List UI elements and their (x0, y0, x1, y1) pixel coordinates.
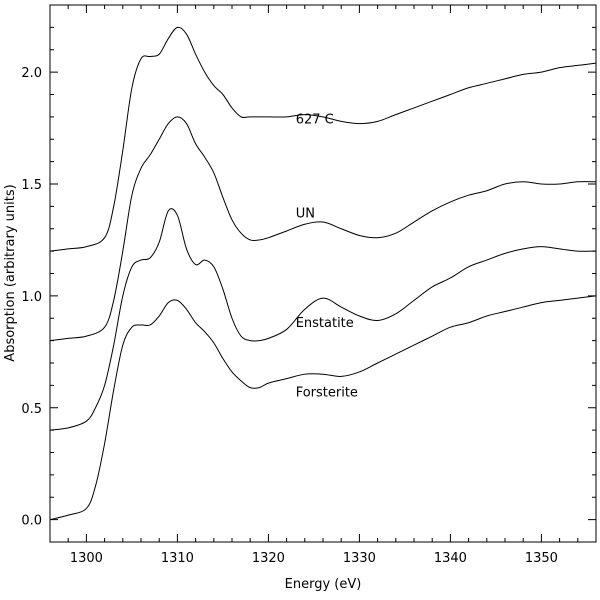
series-line-enstatite (49, 208, 597, 431)
series-label-un: UN (296, 207, 315, 222)
axis-ticks (49, 5, 597, 542)
x-tick-label: 1350 (525, 551, 558, 566)
x-tick-label: 1320 (252, 551, 285, 566)
series-label-forsterite: Forsterite (296, 386, 358, 401)
series-line-forsterite (49, 295, 597, 521)
x-tick-label: 1340 (434, 551, 467, 566)
series-labels: 627 C UN Enstatite Forsterite (296, 113, 358, 401)
y-tick-label: 1.0 (21, 290, 42, 305)
series-line-627-c (49, 26, 597, 252)
series-label-enstatite: Enstatite (296, 316, 354, 331)
series-line-un (49, 116, 597, 342)
x-tick-label: 1310 (161, 551, 194, 566)
series-label-627-c: 627 C (296, 113, 334, 128)
y-axis-title: Absorption (arbitrary units) (3, 184, 18, 361)
x-axis-title: Energy (eV) (285, 577, 362, 592)
x-tick-label: 1300 (70, 551, 103, 566)
y-tick-label: 1.5 (21, 178, 42, 193)
series-curves (49, 26, 597, 521)
y-tick-label: 0.5 (21, 402, 42, 417)
x-tick-label: 1330 (343, 551, 376, 566)
y-tick-label: 0.0 (21, 514, 42, 529)
y-tick-label: 2.0 (21, 66, 42, 81)
tick-labels: 1300 1310 1320 1330 1340 1350 0.0 0.5 1.0 1.5 2.0 (21, 66, 558, 566)
